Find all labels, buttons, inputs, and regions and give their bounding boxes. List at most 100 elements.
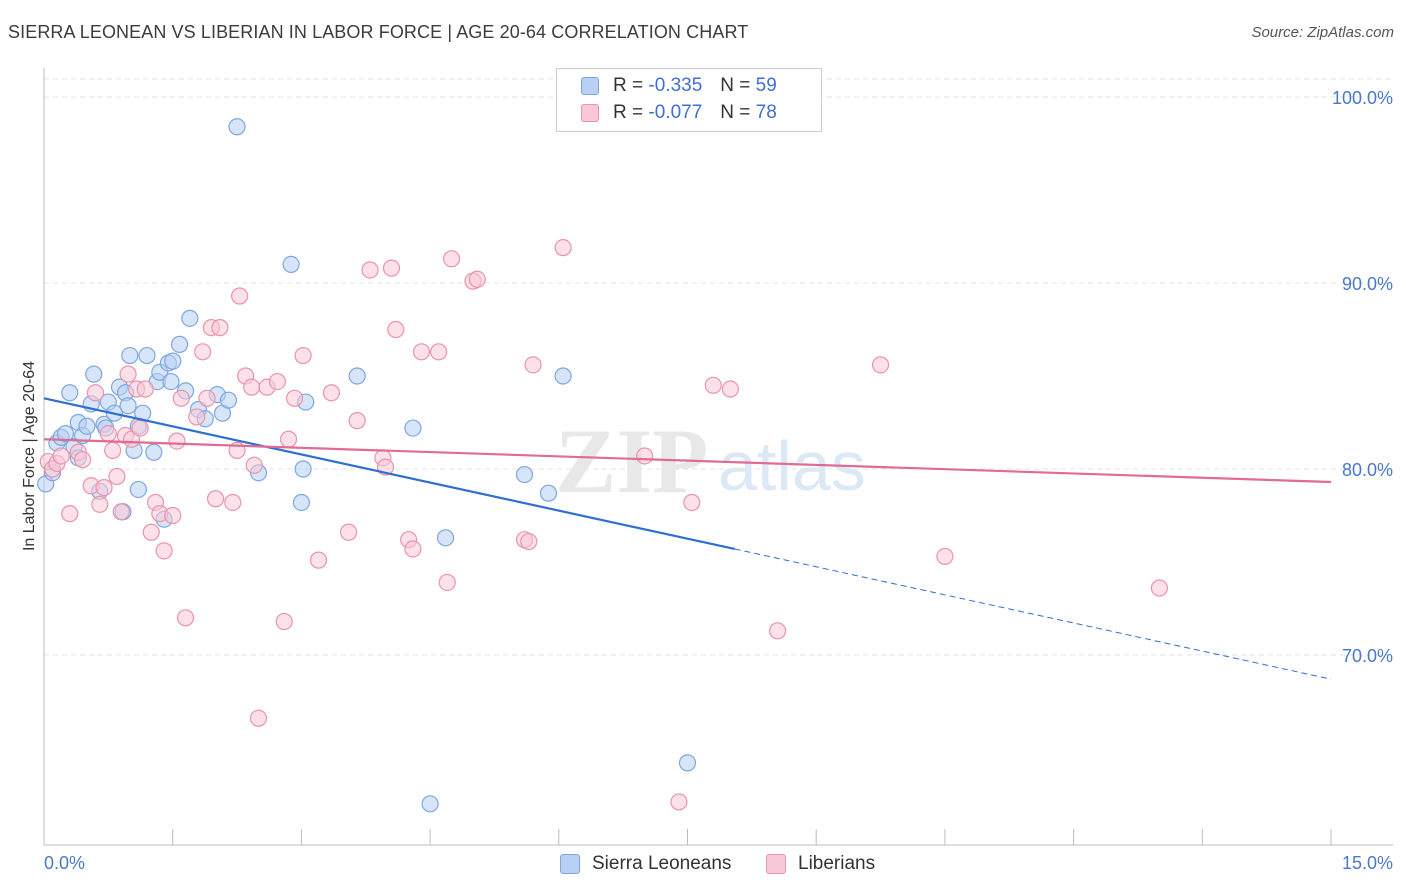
x-tick-label: 15.0% (1342, 853, 1393, 873)
data-point (387, 320, 405, 339)
data-point (348, 412, 366, 430)
legend-r-value: -0.077 (648, 102, 703, 123)
data-point (404, 419, 422, 437)
data-point (282, 255, 300, 273)
data-point (131, 419, 149, 437)
data-point (56, 425, 75, 443)
data-point (228, 118, 246, 136)
data-point (438, 573, 456, 592)
data-point (136, 380, 154, 398)
data-point (119, 365, 137, 383)
data-point (348, 367, 366, 385)
data-point (224, 493, 242, 512)
data-point (243, 378, 261, 396)
data-point (309, 551, 328, 569)
data-point (231, 287, 249, 305)
y-tick-label: 100.0% (1332, 88, 1393, 108)
bottom-legend-label: Sierra Leoneans (592, 853, 732, 874)
data-point (155, 542, 173, 560)
data-point (871, 356, 890, 374)
data-point (164, 352, 182, 370)
data-point (279, 430, 298, 448)
data-point (219, 391, 238, 409)
data-point (112, 503, 130, 521)
data-point (936, 547, 954, 566)
data-point (245, 456, 263, 474)
trend-line (43, 397, 735, 551)
legend-swatch-sierra-leoneans (581, 77, 599, 95)
data-point (520, 532, 538, 551)
data-point (61, 384, 79, 402)
chart-title: SIERRA LEONEAN VS LIBERIAN IN LABOR FORC… (8, 22, 749, 42)
legend-n-value: 59 (755, 75, 777, 96)
data-point (515, 465, 534, 484)
legend-n-label: N = (720, 102, 751, 123)
legend-n-label: N = (720, 75, 751, 96)
data-point (142, 523, 160, 541)
data-point (119, 397, 137, 415)
data-point (539, 484, 558, 502)
data-point (95, 479, 113, 497)
data-point (635, 447, 654, 465)
data-point (145, 443, 163, 461)
legend-r-value: -0.335 (648, 75, 703, 96)
series-sierra-leoneans (37, 118, 697, 813)
data-point (554, 367, 572, 385)
data-point (108, 467, 126, 486)
trend-line-extension (734, 548, 1332, 680)
data-point (104, 441, 122, 459)
data-point (211, 319, 229, 337)
data-point (554, 239, 572, 257)
y-tick-label: 80.0% (1342, 460, 1393, 480)
data-point (52, 447, 70, 465)
legend-row-liberians: R = -0.077 N = 78 (581, 100, 777, 126)
data-point (275, 612, 293, 631)
bottom-legend-liberians: Liberians (766, 851, 875, 877)
data-point (129, 480, 147, 499)
series-liberians (39, 239, 1169, 811)
data-point (164, 506, 182, 525)
data-point (421, 795, 439, 813)
data-point (468, 270, 486, 288)
data-point (168, 432, 186, 450)
data-point (524, 356, 542, 374)
data-point (361, 261, 379, 279)
data-point (61, 505, 79, 523)
trend-lines (43, 397, 1332, 680)
data-point (322, 384, 341, 402)
data-point (768, 622, 787, 640)
data-point (170, 335, 189, 353)
legend-row-sierra-leoneans: R = -0.335 N = 59 (581, 73, 777, 99)
data-point (678, 754, 697, 772)
data-point (249, 709, 268, 727)
bottom-legend-label: Liberians (798, 853, 876, 874)
data-point (198, 389, 216, 407)
data-point (162, 372, 180, 391)
data-point (670, 793, 688, 811)
data-point (339, 523, 358, 541)
data-point (382, 259, 401, 277)
legend: R = -0.335 N = 59 R = -0.077 N = 78 (556, 68, 822, 132)
legend-swatch-liberians (581, 104, 599, 122)
data-point (294, 460, 312, 478)
legend-r-label: R = (613, 102, 644, 123)
data-point (1150, 579, 1169, 597)
legend-r-label: R = (613, 75, 644, 96)
x-tick-label: 0.0% (44, 853, 85, 873)
bottom-legend-sierra-leoneans: Sierra Leoneans (560, 851, 731, 877)
data-point (176, 609, 195, 627)
data-point (138, 346, 156, 365)
data-point (721, 380, 740, 398)
data-point (85, 365, 103, 383)
source-label: Source: ZipAtlas.com (1251, 24, 1394, 41)
data-point (91, 495, 109, 513)
data-point (194, 343, 212, 361)
trend-line (43, 438, 1332, 484)
data-point (704, 376, 722, 394)
data-point (430, 343, 448, 361)
data-point (683, 493, 701, 512)
data-point (404, 540, 422, 558)
data-point (285, 389, 304, 407)
data-point (268, 372, 286, 391)
